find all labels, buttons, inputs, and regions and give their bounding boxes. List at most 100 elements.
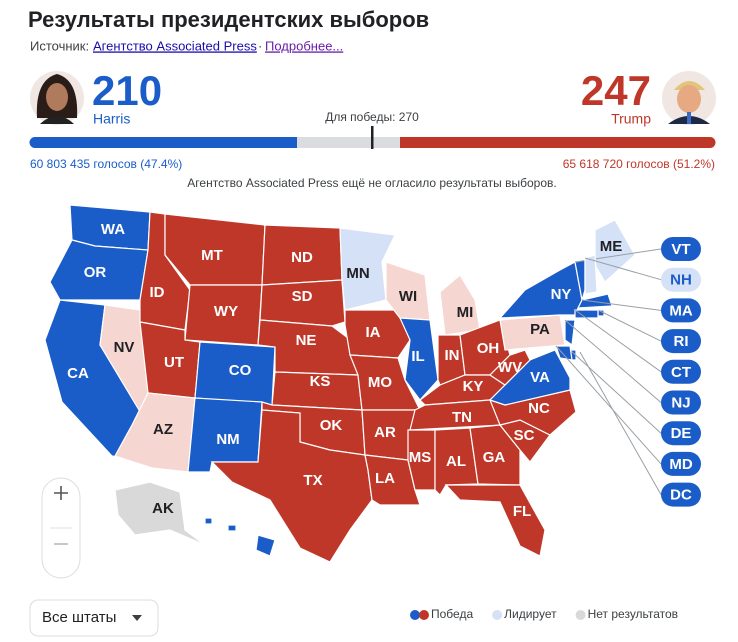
state-label: MD xyxy=(669,456,692,473)
state-label: RI xyxy=(674,333,689,350)
state-shape[interactable] xyxy=(407,429,436,491)
state-label: WY xyxy=(214,303,238,320)
state-label: NE xyxy=(296,332,317,349)
state-label: IA xyxy=(366,324,381,341)
legend-label: Победа xyxy=(431,607,473,621)
trump-name: Trump xyxy=(611,111,651,127)
state-label: IL xyxy=(411,348,424,365)
state-label: MS xyxy=(409,449,432,466)
state-label: CA xyxy=(67,365,89,382)
state-bubble[interactable] xyxy=(661,329,701,354)
state-label: ME xyxy=(600,238,623,255)
state-shape[interactable] xyxy=(555,345,573,361)
state-label: WV xyxy=(498,359,522,376)
more-link[interactable]: Подробнее... xyxy=(265,38,343,53)
state-shape[interactable] xyxy=(114,481,206,546)
leader-line xyxy=(584,257,662,281)
leader-line xyxy=(579,351,662,495)
state-label: NJ xyxy=(671,394,690,411)
state-label: AL xyxy=(446,453,466,470)
harris-votes: 210 xyxy=(92,67,162,114)
state-bubble[interactable] xyxy=(661,482,701,507)
state-shape[interactable] xyxy=(574,309,599,319)
state-shape[interactable] xyxy=(488,389,577,436)
state-label: NM xyxy=(216,431,239,448)
legend-swatch xyxy=(419,610,429,620)
progress-bar xyxy=(29,126,716,149)
zoom-control xyxy=(41,477,81,579)
state-label: CT xyxy=(671,364,691,381)
leader-line xyxy=(597,309,662,342)
state-label: AZ xyxy=(153,421,173,438)
state-label: AK xyxy=(152,500,174,517)
state-label: OK xyxy=(320,417,343,434)
state-label: ND xyxy=(291,249,313,266)
source-label: Источник: xyxy=(30,38,89,53)
title: Результаты президентских выборов xyxy=(28,7,429,32)
state-bubble[interactable] xyxy=(661,359,701,384)
state-label: OH xyxy=(477,340,500,357)
legend-label: Лидирует xyxy=(504,607,557,621)
state-bubble[interactable] xyxy=(661,421,701,446)
state-label: NV xyxy=(114,339,135,356)
state-shape[interactable] xyxy=(489,349,531,386)
trump-popular: 65 618 720 голосов (51.2%) xyxy=(563,157,715,171)
leader-line xyxy=(574,309,662,373)
state-label: WA xyxy=(101,221,125,238)
us-map: WA OR CA NV ID MT WY UT CO AZ NM ND SD NE KS OK TX MN IA MO… xyxy=(44,204,701,563)
state-label: CO xyxy=(229,362,252,379)
state-label: OR xyxy=(84,264,107,281)
state-label: MT xyxy=(201,247,223,264)
state-shape[interactable] xyxy=(469,424,521,486)
source-link[interactable]: Агентство Associated Press xyxy=(93,38,257,53)
state-label: KY xyxy=(463,378,484,395)
legend: Победа Лидирует Нет результатов xyxy=(410,607,678,621)
legend-swatch xyxy=(492,610,503,620)
state-label: NC xyxy=(528,400,550,417)
harris-avatar xyxy=(30,71,84,125)
state-label: AR xyxy=(374,424,396,441)
legend-swatch xyxy=(575,610,586,620)
filter-dropdown[interactable]: Все штаты xyxy=(29,599,159,637)
state-bubble[interactable] xyxy=(661,451,701,476)
state-label: MN xyxy=(346,265,369,282)
state-label: MO xyxy=(368,374,392,391)
state-shape[interactable] xyxy=(444,484,546,557)
state-bubble[interactable] xyxy=(661,267,701,292)
state-label: KS xyxy=(310,373,331,390)
notice: Агентство Associated Press ещё не огласи… xyxy=(187,176,556,190)
state-label: LA xyxy=(375,470,395,487)
zoom-in[interactable] xyxy=(54,486,68,500)
state-label: DE xyxy=(671,425,692,442)
state-bubble[interactable] xyxy=(661,237,701,261)
state-bubble[interactable] xyxy=(661,298,701,323)
state-label: NH xyxy=(670,272,692,289)
leader-line xyxy=(555,345,662,465)
leader-line xyxy=(564,319,662,403)
state-label: ID xyxy=(150,284,165,301)
harris-popular: 60 803 435 голосов (47.4%) xyxy=(30,157,182,171)
legend-swatch xyxy=(410,610,420,620)
state-shape[interactable] xyxy=(584,254,598,295)
state-label: TN xyxy=(452,409,472,426)
state-shape[interactable] xyxy=(210,409,373,563)
state-shape[interactable] xyxy=(488,349,571,406)
state-bubble[interactable] xyxy=(661,390,701,415)
state-label: WI xyxy=(399,288,417,305)
trump-votes: 247 xyxy=(581,67,651,114)
state-shape[interactable] xyxy=(499,314,566,351)
state-label: GA xyxy=(483,449,506,466)
state-shape[interactable] xyxy=(259,279,346,327)
state-shape[interactable] xyxy=(204,517,276,557)
state-label: PA xyxy=(530,321,550,338)
state-label: IN xyxy=(445,347,460,364)
state-shape[interactable] xyxy=(439,274,481,336)
state-shape[interactable] xyxy=(576,293,613,309)
state-label: SC xyxy=(514,427,535,444)
state-label: UT xyxy=(164,354,184,371)
state-label: MI xyxy=(457,304,474,321)
separator: · xyxy=(258,38,262,53)
leader-line xyxy=(581,299,662,311)
win-threshold: Для победы: 270 xyxy=(325,110,419,124)
